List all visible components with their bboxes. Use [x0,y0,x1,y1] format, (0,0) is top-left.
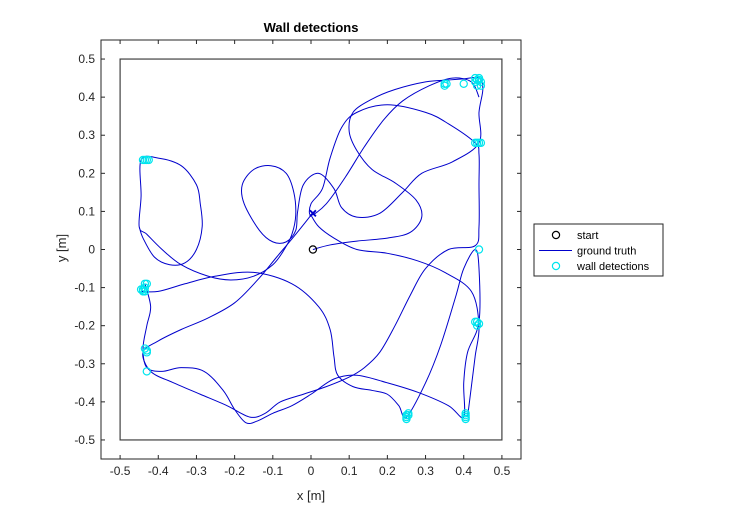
wall-detection-point [470,317,480,327]
legend-swatch-marker [551,230,561,240]
wall-detection-point [142,367,152,376]
x-tick-label: 0 [308,464,315,478]
y-tick-label: 0.2 [78,166,95,180]
x-tick-label: 0.5 [494,464,511,478]
wall-detection-point [474,73,484,83]
y-tick-label: -0.3 [74,357,95,371]
x-tick-label: -0.2 [224,464,245,478]
wall-detection-point [474,245,484,254]
end-marker [309,209,317,217]
ground-truth-line [141,248,481,425]
y-tick-label: -0.4 [74,395,95,409]
y-tick-label: 0 [88,243,95,257]
y-tick-label: 0.4 [78,90,95,104]
y-tick-label: -0.2 [74,319,95,333]
legend-entry-label: ground truth [577,246,636,258]
x-tick-label: 0.4 [455,464,472,478]
x-tick-label: 0.1 [341,464,358,478]
wall-detection-point [461,414,470,424]
wall-detection-point [404,409,413,418]
wall-detection-point [470,73,480,83]
ground-truth-line [310,214,480,418]
x-tick-label: -0.5 [110,464,131,478]
arena-wall [119,58,503,441]
wall-detection-point [476,81,486,90]
x-tick-label: -0.4 [148,464,169,478]
plot-area: -0.5 -0.4 -0.3 -0.2 -0.1 0 0.1 0.2 0.3 0.4 0.5 -0.5… [74,39,522,478]
chart-title: Wall detections [264,20,359,35]
axes-box [100,39,522,460]
wall-detection-point [142,348,152,357]
wall-detection-point [402,410,411,420]
wall-detection-point [442,79,451,89]
y-tick-label: 0.3 [78,128,95,142]
x-axis-label: x [m] [297,488,325,503]
legend-entry-label: start [577,230,598,242]
wall-detection-point [476,138,486,148]
x-tick-label: -0.1 [262,464,283,478]
y-axis-label: y [m] [54,234,69,262]
legend-swatch-marker [551,261,561,271]
wall-detection-point [140,283,150,292]
wall-detection-point [459,79,468,89]
y-tick-label: 0.1 [78,204,95,218]
wall-detection-point [472,81,482,90]
legend: start ground truth wall detections [533,223,664,277]
y-tick-label: -0.1 [74,281,95,295]
legend-entry-label: wall detections [576,261,650,273]
y-tick-label: -0.5 [74,433,95,447]
x-tick-label: 0.2 [379,464,396,478]
start-marker [308,245,318,254]
x-tick-label: 0.3 [417,464,434,478]
x-tick-label: -0.3 [186,464,207,478]
wall-detection-point [144,155,153,165]
y-tick-label: 0.5 [78,52,95,66]
